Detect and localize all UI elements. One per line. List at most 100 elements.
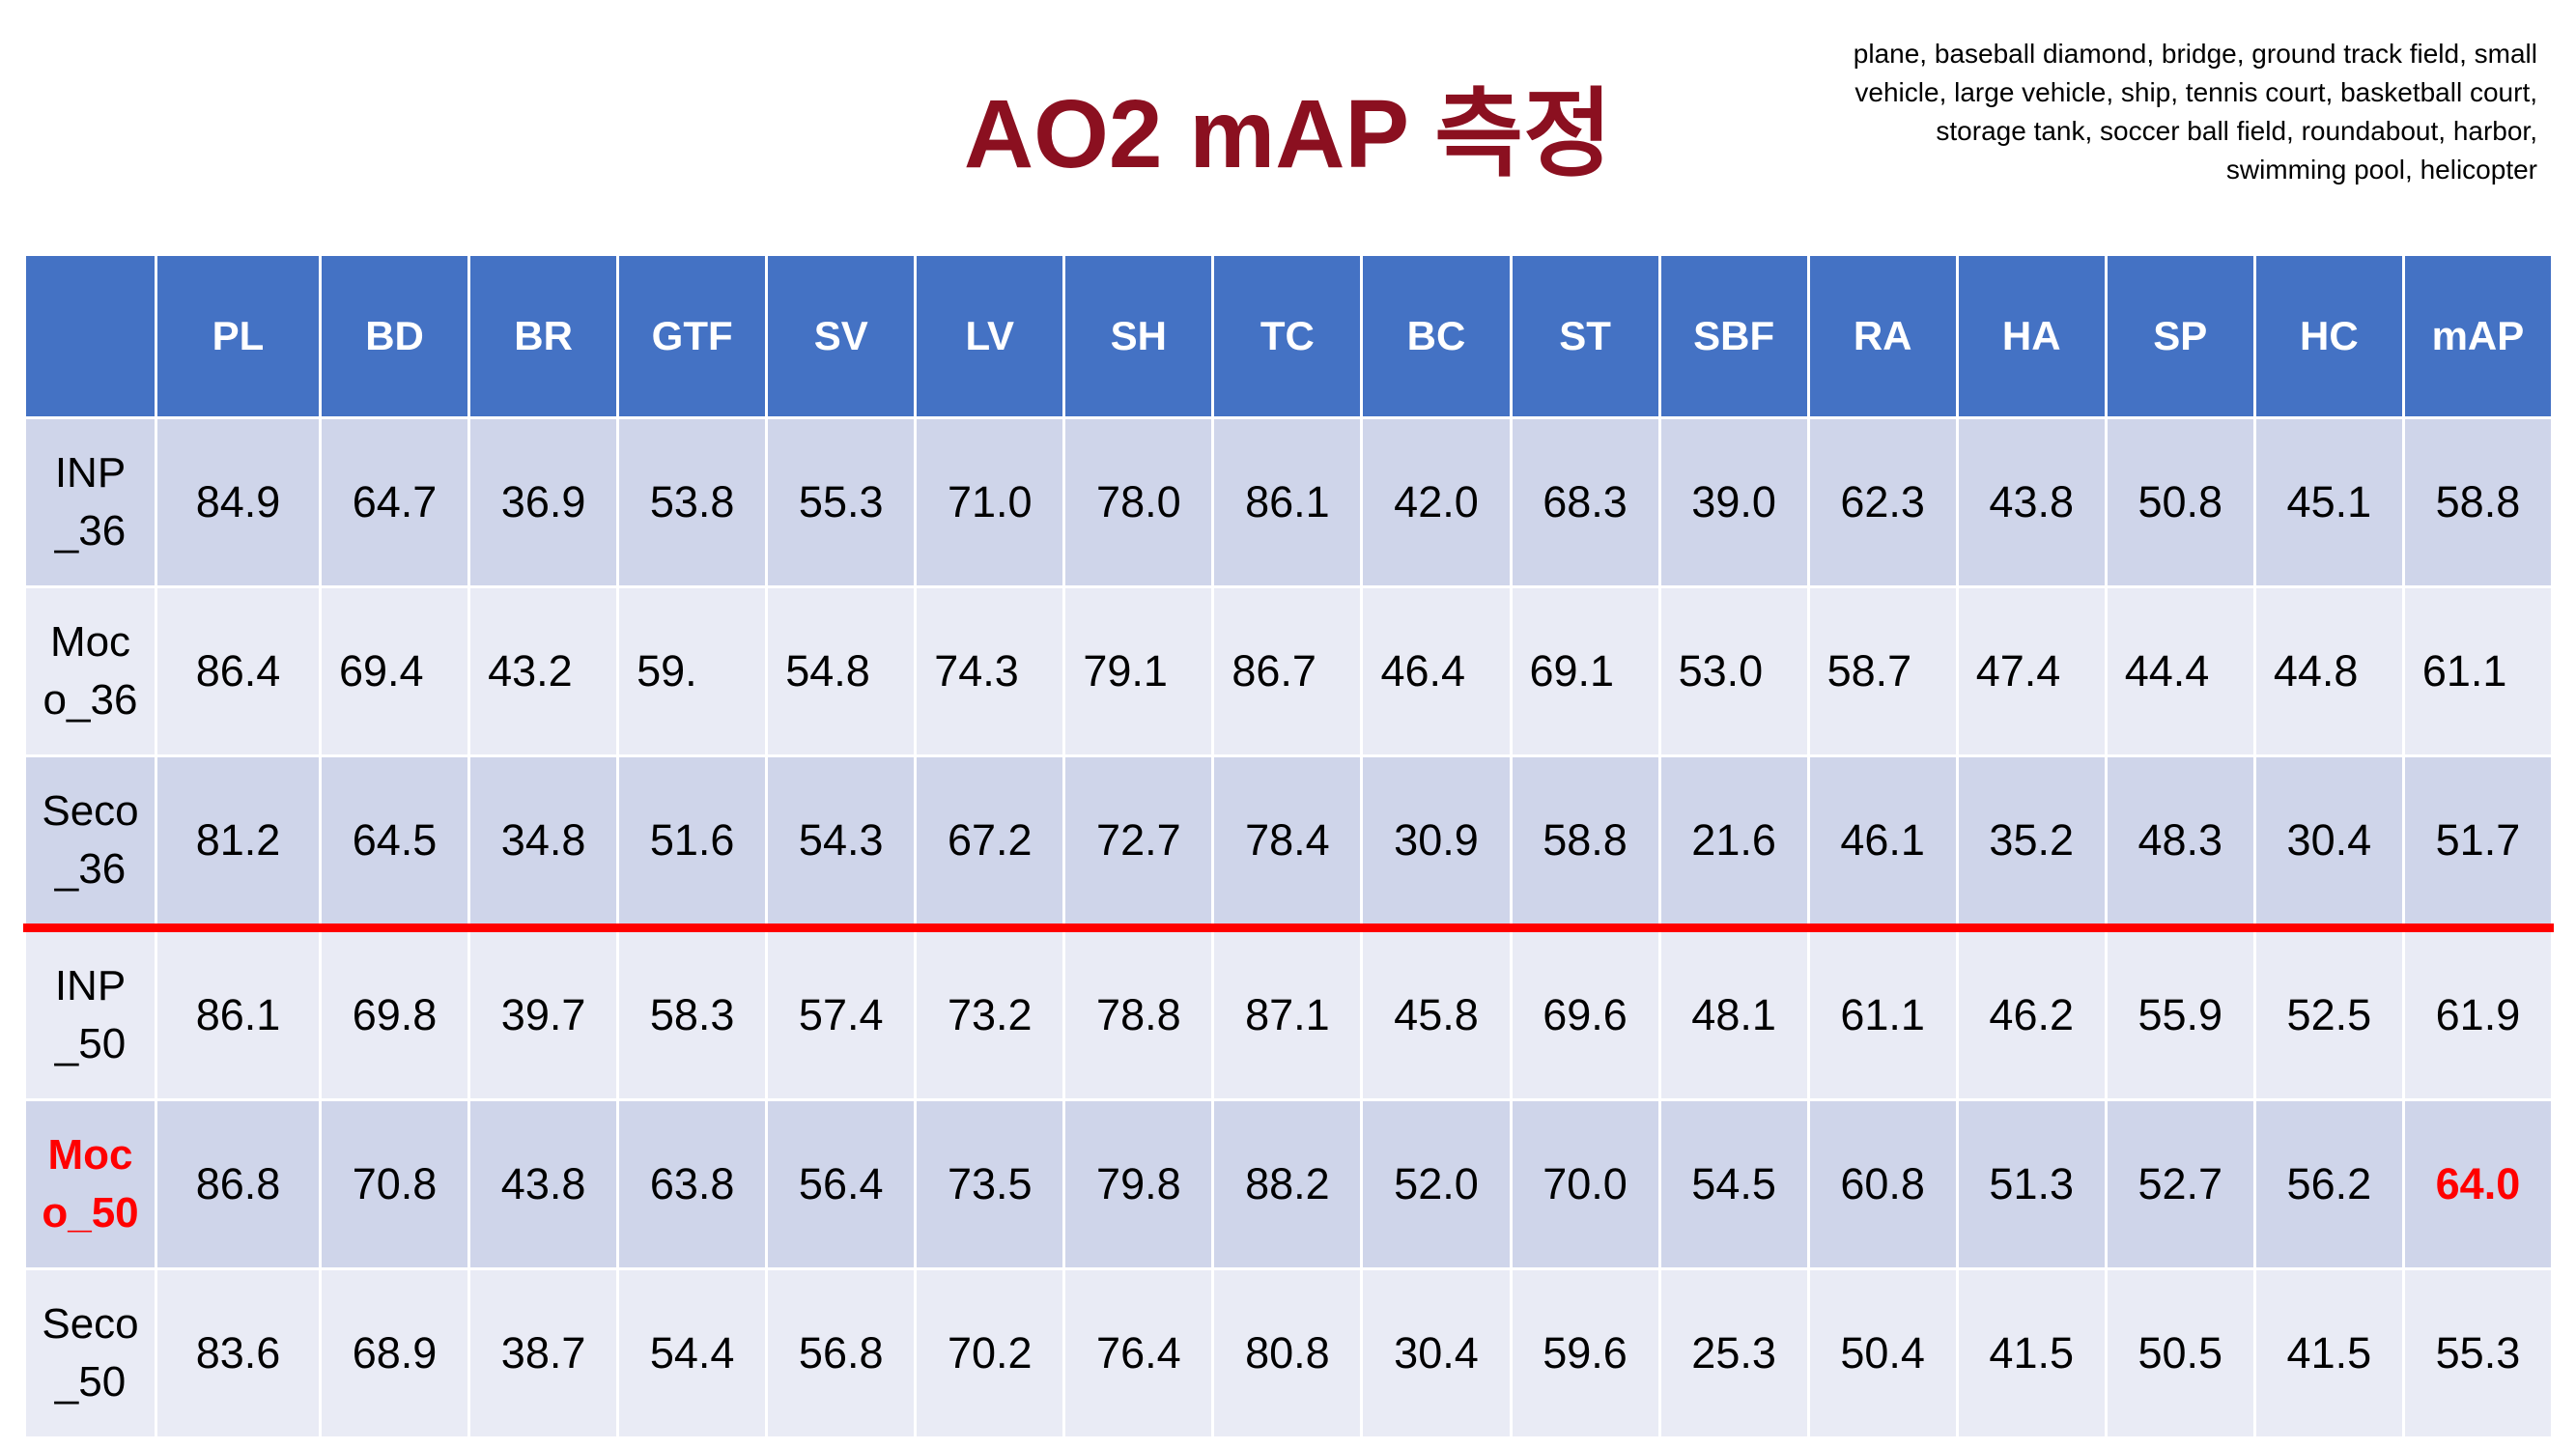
value-cell: 54.4: [616, 1267, 769, 1439]
value-cell: 63.8: [616, 1098, 769, 1270]
value-cell: 39.7: [467, 926, 620, 1101]
row-label-line-1: Moc: [47, 1131, 133, 1179]
value-cell: 71.0: [914, 416, 1066, 588]
value-cell: 83.6: [155, 1267, 322, 1439]
value-cell: 51.6: [616, 754, 769, 932]
value-cell: 53.0: [1657, 585, 1810, 757]
value-cell: 64.7: [318, 416, 471, 588]
header-cell: SV: [765, 253, 918, 419]
value-cell: 47.4: [1955, 585, 2108, 757]
value-cell: 64.5: [318, 754, 471, 932]
header-cell: mAP: [2401, 253, 2555, 419]
value-cell: 58.8: [2401, 416, 2555, 588]
header-cell: GTF: [616, 253, 769, 419]
value-cell: 86.7: [1211, 585, 1364, 757]
header-cell: HA: [1955, 253, 2108, 419]
header-row: PL BD BR GTF SV LV SH TC BC ST SBF RA HA…: [23, 253, 2555, 419]
value-cell: 46.2: [1955, 926, 2108, 1101]
value-cell: 69.8: [318, 926, 471, 1101]
value-cell: 48.3: [2104, 754, 2256, 932]
row-label: Seco _36: [23, 754, 157, 932]
value-cell: 43.2: [467, 585, 620, 757]
value-cell: 79.8: [1062, 1098, 1215, 1270]
value-cell: 54.3: [765, 754, 918, 932]
header-cell: BC: [1360, 253, 1513, 419]
value-cell: 58.7: [1806, 585, 1959, 757]
header-cell: TC: [1211, 253, 1364, 419]
value-cell: 46.4: [1360, 585, 1513, 757]
value-cell: 78.8: [1062, 926, 1215, 1101]
table-row: Moc o_50 86.8 70.8 43.8 63.8 56.4 73.5 79.8 88.2 5…: [23, 1098, 2555, 1270]
value-cell: 58.8: [1509, 754, 1661, 932]
row-label: Moc o_36: [23, 585, 157, 757]
value-cell: 51.3: [1955, 1098, 2108, 1270]
value-cell: 86.4: [155, 585, 322, 757]
value-cell: 45.8: [1360, 926, 1513, 1101]
table-row: INP _50 86.1 69.8 39.7 58.3 57.4 73.2 78.8 87.1 45…: [23, 926, 2555, 1101]
value-cell: 55.9: [2104, 926, 2256, 1101]
value-cell: 44.4: [2104, 585, 2256, 757]
row-label-line-1: Seco: [42, 787, 139, 835]
header-cell: HC: [2252, 253, 2405, 419]
value-cell: 74.3: [914, 585, 1066, 757]
header-cell: SP: [2104, 253, 2256, 419]
value-cell: 79.1: [1062, 585, 1215, 757]
value-cell: 48.1: [1657, 926, 1810, 1101]
value-cell: 78.4: [1211, 754, 1364, 932]
row-label-line-2: o_36: [42, 676, 138, 724]
value-cell: 86.1: [155, 926, 322, 1101]
value-cell: 69.1: [1509, 585, 1661, 757]
value-cell: 64.0: [2401, 1098, 2555, 1270]
value-cell: 80.8: [1211, 1267, 1364, 1439]
value-cell: 70.8: [318, 1098, 471, 1270]
header-cell: RA: [1806, 253, 1959, 419]
header-cell: SH: [1062, 253, 1215, 419]
value-cell: 58.3: [616, 926, 769, 1101]
row-label-line-2: _50: [54, 1020, 127, 1067]
class-list-note: plane, baseball diamond, bridge, ground …: [1853, 39, 2537, 185]
row-label-line-2: _50: [54, 1358, 127, 1406]
value-cell: 30.4: [1360, 1267, 1513, 1439]
header-cell: LV: [914, 253, 1066, 419]
value-cell: 36.9: [467, 416, 620, 588]
value-cell: 25.3: [1657, 1267, 1810, 1439]
value-cell: 30.4: [2252, 754, 2405, 932]
value-cell: 46.1: [1806, 754, 1959, 932]
value-cell: 41.5: [2252, 1267, 2405, 1439]
value-cell: 70.0: [1509, 1098, 1661, 1270]
value-cell: 61.1: [1806, 926, 1959, 1101]
value-cell: 62.3: [1806, 416, 1959, 588]
value-cell: 43.8: [467, 1098, 620, 1270]
value-cell: 41.5: [1955, 1267, 2108, 1439]
table-row: Seco _36 81.2 64.5 34.8 51.6 54.3 67.2 72.7 78.4 3…: [23, 754, 2555, 932]
row-label: Moc o_50: [23, 1098, 157, 1270]
table-row: INP _36 84.9 64.7 36.9 53.8 55.3 71.0 78.0 86.1 42…: [23, 416, 2555, 588]
value-cell: 56.4: [765, 1098, 918, 1270]
value-cell: 68.3: [1509, 416, 1661, 588]
value-cell: 39.0: [1657, 416, 1810, 588]
value-cell: 73.5: [914, 1098, 1066, 1270]
value-cell: 55.3: [765, 416, 918, 588]
table-row: Moc o_36 86.4 69.4 43.2 59. 54.8 74.3 79.1 86.7 46…: [23, 585, 2555, 757]
value-cell: 54.5: [1657, 1098, 1810, 1270]
value-cell: 67.2: [914, 754, 1066, 932]
value-cell: 56.2: [2252, 1098, 2405, 1270]
row-label-line-2: o_50: [42, 1189, 139, 1236]
value-cell: 57.4: [765, 926, 918, 1101]
row-label-line-2: _36: [54, 507, 127, 554]
header-cell: BD: [318, 253, 471, 419]
header-cell: SBF: [1657, 253, 1810, 419]
value-cell: 43.8: [1955, 416, 2108, 588]
value-cell: 56.8: [765, 1267, 918, 1439]
value-cell: 68.9: [318, 1267, 471, 1439]
table-row: Seco _50 83.6 68.9 38.7 54.4 56.8 70.2 76.4 80.8 3…: [23, 1267, 2555, 1439]
value-cell: 61.1: [2401, 585, 2555, 757]
slide-title: AO2 mAP 측정: [963, 80, 1613, 188]
value-cell: 88.2: [1211, 1098, 1364, 1270]
value-cell: 42.0: [1360, 416, 1513, 588]
value-cell: 81.2: [155, 754, 322, 932]
value-cell: 70.2: [914, 1267, 1066, 1439]
value-cell: 38.7: [467, 1267, 620, 1439]
row-label-line-1: Moc: [49, 618, 131, 666]
value-cell: 54.8: [765, 585, 918, 757]
